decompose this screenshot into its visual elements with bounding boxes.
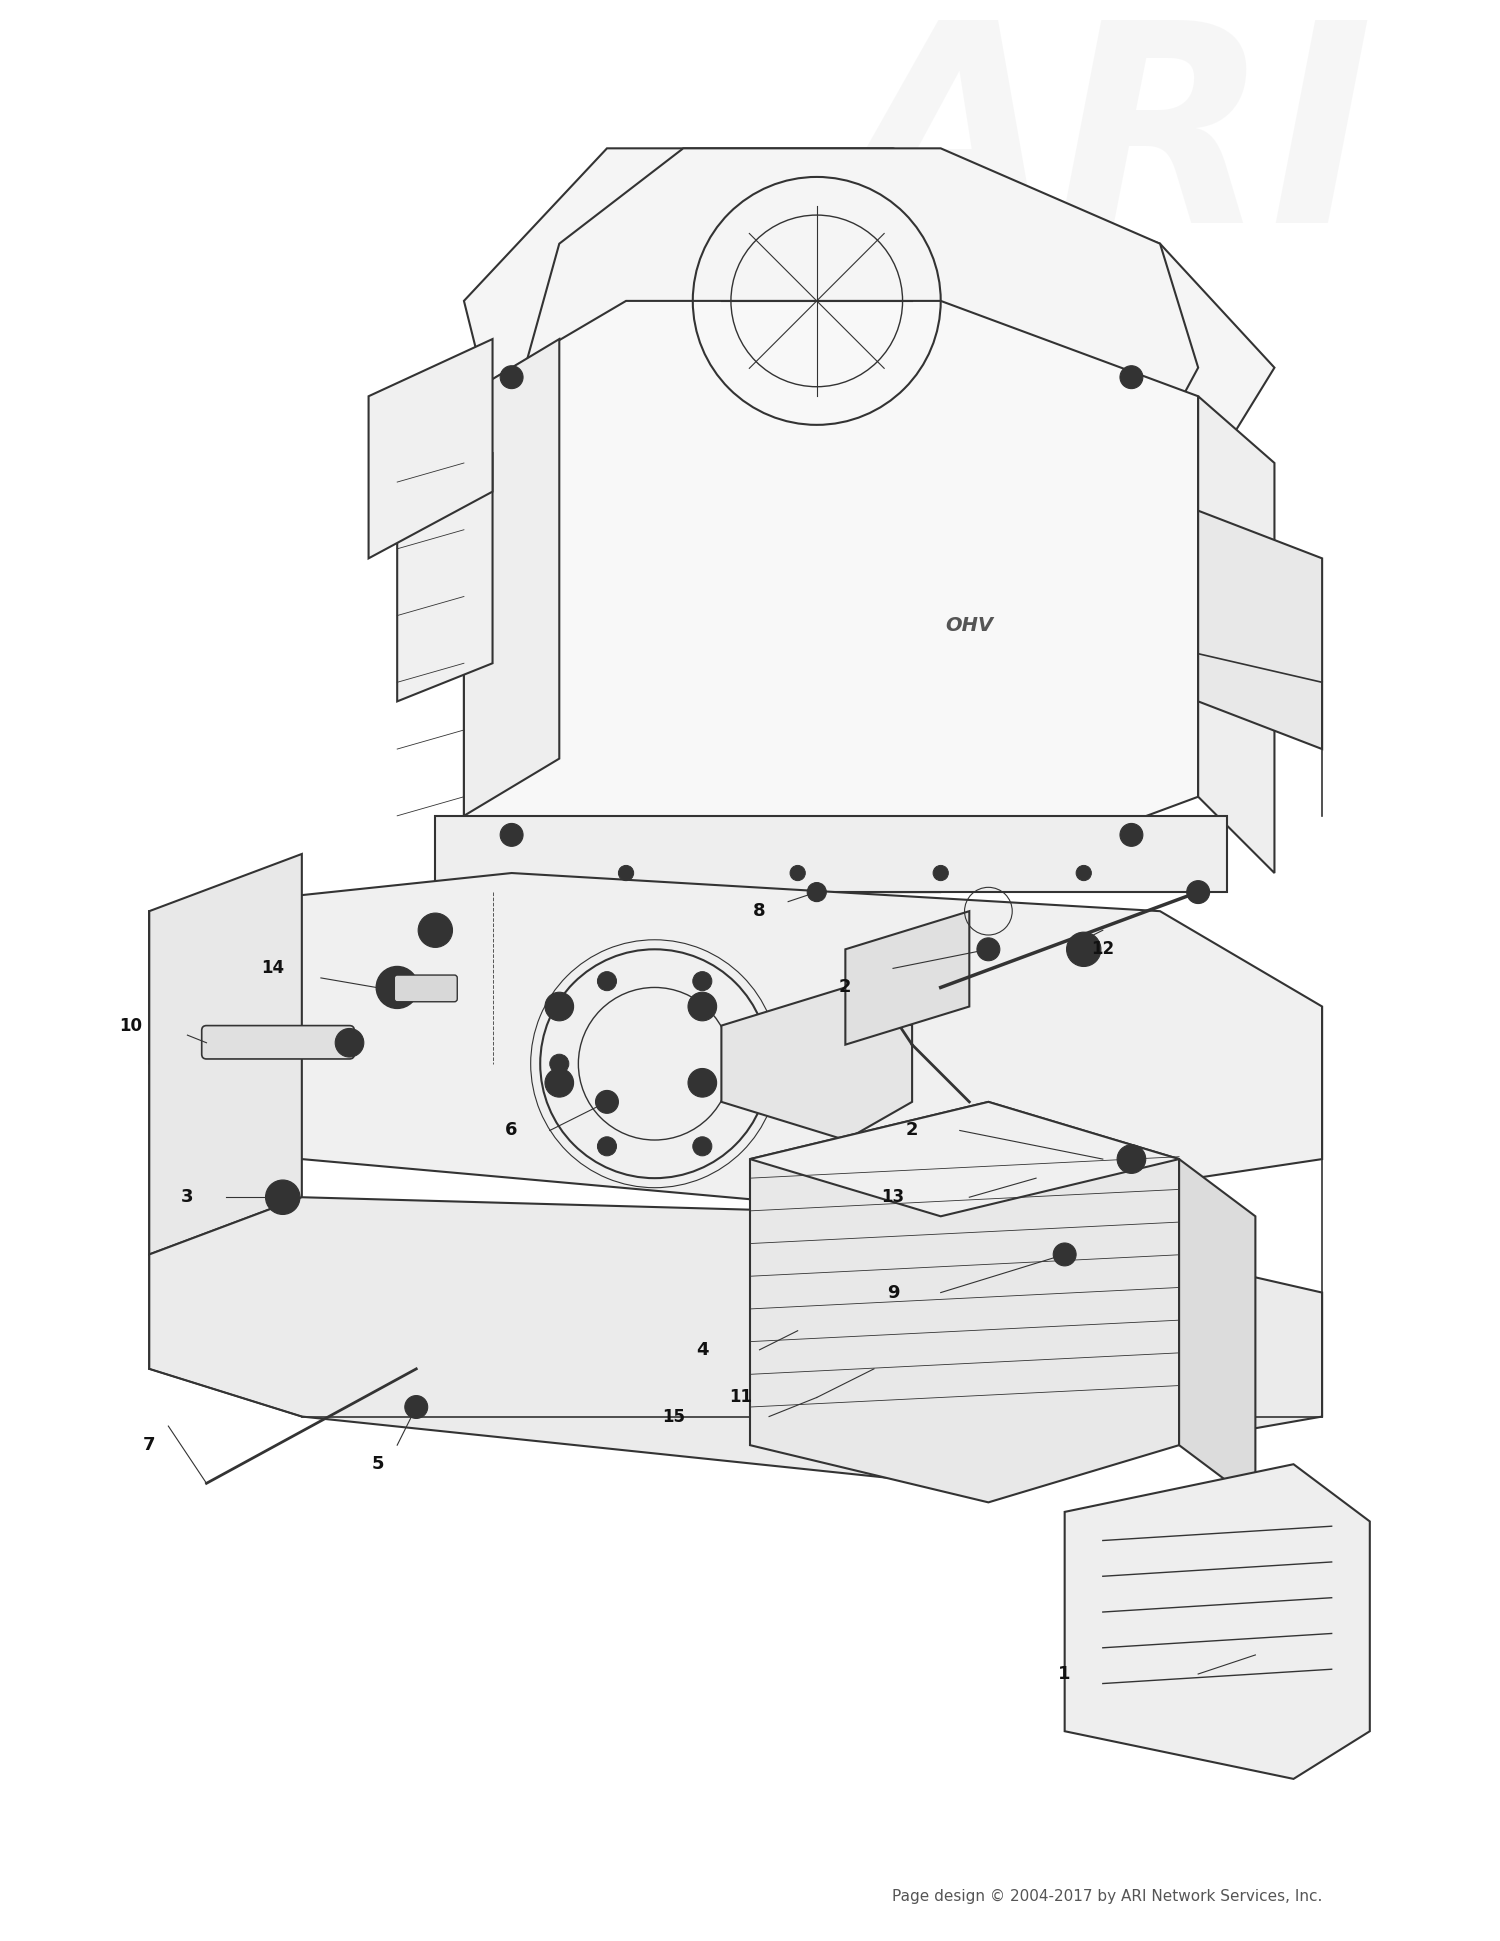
Text: 2: 2	[839, 978, 852, 996]
Circle shape	[1053, 1242, 1076, 1266]
Polygon shape	[1065, 1464, 1370, 1778]
Circle shape	[1076, 866, 1092, 881]
Circle shape	[693, 972, 712, 990]
Polygon shape	[750, 1102, 1179, 1502]
Text: 15: 15	[662, 1407, 686, 1425]
Polygon shape	[150, 873, 1322, 1217]
Circle shape	[618, 866, 633, 881]
Polygon shape	[150, 854, 302, 1254]
Circle shape	[596, 1091, 618, 1114]
FancyBboxPatch shape	[394, 974, 458, 1002]
Polygon shape	[846, 910, 969, 1044]
Text: 2: 2	[906, 1122, 918, 1139]
Polygon shape	[150, 1198, 1322, 1483]
Circle shape	[688, 992, 717, 1021]
Circle shape	[790, 866, 806, 881]
Circle shape	[544, 992, 573, 1021]
Circle shape	[500, 365, 523, 388]
Circle shape	[419, 912, 453, 947]
Polygon shape	[1198, 396, 1275, 873]
Text: 14: 14	[261, 959, 285, 978]
Circle shape	[544, 1068, 573, 1097]
Circle shape	[831, 992, 860, 1021]
Circle shape	[807, 883, 826, 903]
Polygon shape	[722, 988, 912, 1139]
Circle shape	[1120, 365, 1143, 388]
Circle shape	[933, 866, 948, 881]
Circle shape	[334, 1029, 364, 1058]
Text: 12: 12	[1092, 939, 1114, 959]
Polygon shape	[369, 340, 492, 559]
Text: OHV: OHV	[945, 615, 993, 635]
Polygon shape	[750, 1102, 1179, 1217]
Text: ARI: ARI	[842, 12, 1374, 281]
Circle shape	[693, 1137, 712, 1155]
Text: 7: 7	[142, 1436, 156, 1454]
Text: 4: 4	[696, 1341, 708, 1359]
Text: 3: 3	[182, 1188, 194, 1205]
Polygon shape	[1179, 1159, 1256, 1502]
Text: 5: 5	[372, 1456, 384, 1473]
Text: 8: 8	[753, 903, 766, 920]
Circle shape	[741, 1054, 759, 1073]
Circle shape	[597, 1137, 616, 1155]
Polygon shape	[464, 301, 1198, 893]
Polygon shape	[398, 454, 492, 701]
Polygon shape	[512, 148, 1198, 559]
Circle shape	[831, 1068, 860, 1097]
Text: 1: 1	[1059, 1665, 1071, 1683]
Polygon shape	[1198, 510, 1322, 749]
Circle shape	[688, 1068, 717, 1097]
Text: Page design © 2004-2017 by ARI Network Services, Inc.: Page design © 2004-2017 by ARI Network S…	[892, 1889, 1323, 1904]
Text: 9: 9	[886, 1283, 900, 1302]
Circle shape	[976, 938, 1000, 961]
Circle shape	[1066, 932, 1101, 967]
Text: 10: 10	[118, 1017, 141, 1035]
Circle shape	[597, 972, 616, 990]
Circle shape	[1120, 823, 1143, 846]
Polygon shape	[435, 815, 1227, 893]
Circle shape	[550, 1054, 568, 1073]
Circle shape	[266, 1180, 300, 1215]
Text: 6: 6	[506, 1122, 518, 1139]
Circle shape	[1186, 881, 1209, 905]
FancyBboxPatch shape	[201, 1025, 354, 1060]
Text: 13: 13	[882, 1188, 904, 1205]
Circle shape	[1118, 1145, 1146, 1174]
Circle shape	[376, 967, 419, 1009]
Polygon shape	[464, 340, 560, 815]
Text: 11: 11	[729, 1388, 752, 1407]
Polygon shape	[464, 148, 1275, 559]
Circle shape	[500, 823, 523, 846]
Circle shape	[405, 1396, 427, 1419]
